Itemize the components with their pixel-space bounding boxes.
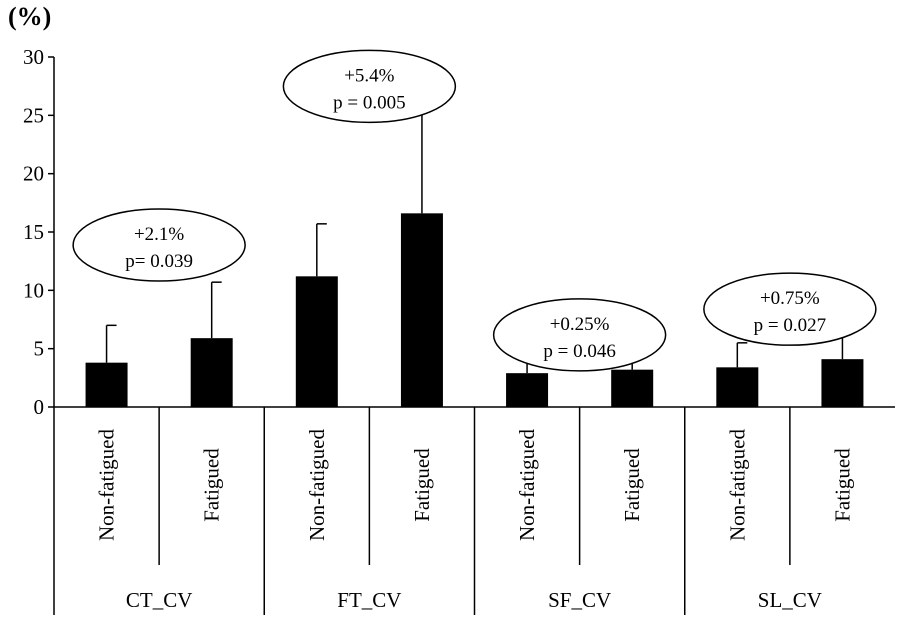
annotation-pvalue: p = 0.027 (754, 315, 826, 336)
category-label: Fatigued (200, 448, 224, 522)
y-tick-label: 0 (34, 395, 45, 419)
category-label: Fatigued (410, 448, 434, 522)
annotation-pvalue: p= 0.039 (125, 251, 193, 272)
category-label: Non-fatigued (515, 429, 539, 541)
annotation-ellipse (72, 208, 246, 282)
y-axis-unit-label: (%) (8, 2, 52, 31)
bar (400, 213, 443, 407)
category-label: Fatigued (830, 448, 854, 522)
group-label: FT_CV (337, 588, 401, 612)
bar (611, 369, 654, 407)
bar (821, 359, 864, 407)
annotation-change: +2.1% (134, 224, 184, 245)
y-tick-label: 10 (23, 278, 44, 302)
annotation-ellipse (703, 272, 877, 346)
category-label: Non-fatigued (95, 429, 119, 541)
annotation-pvalue: p = 0.046 (543, 341, 615, 362)
bar (190, 338, 233, 407)
annotation-change: +0.25% (550, 314, 610, 335)
bar (716, 367, 759, 407)
annotation-ellipse (492, 298, 667, 372)
category-label: Non-fatigued (725, 429, 749, 541)
group-label: SF_CV (548, 588, 611, 612)
annotation-change: +0.75% (760, 288, 820, 309)
bar (85, 362, 128, 407)
category-label: Non-fatigued (305, 429, 329, 541)
bar (295, 276, 338, 407)
annotation-change: +5.4% (344, 65, 394, 86)
group-label: CT_CV (126, 588, 193, 612)
category-label: Fatigued (620, 448, 644, 522)
bar (506, 373, 549, 407)
y-tick-label: 20 (23, 162, 44, 186)
y-tick-label: 25 (23, 103, 44, 127)
group-label: SL_CV (758, 588, 822, 612)
y-tick-label: 15 (23, 220, 44, 244)
y-tick-label: 30 (23, 45, 44, 69)
annotation-pvalue: p = 0.005 (333, 92, 405, 113)
annotation-ellipse (282, 49, 457, 124)
y-tick-label: 5 (34, 337, 45, 361)
